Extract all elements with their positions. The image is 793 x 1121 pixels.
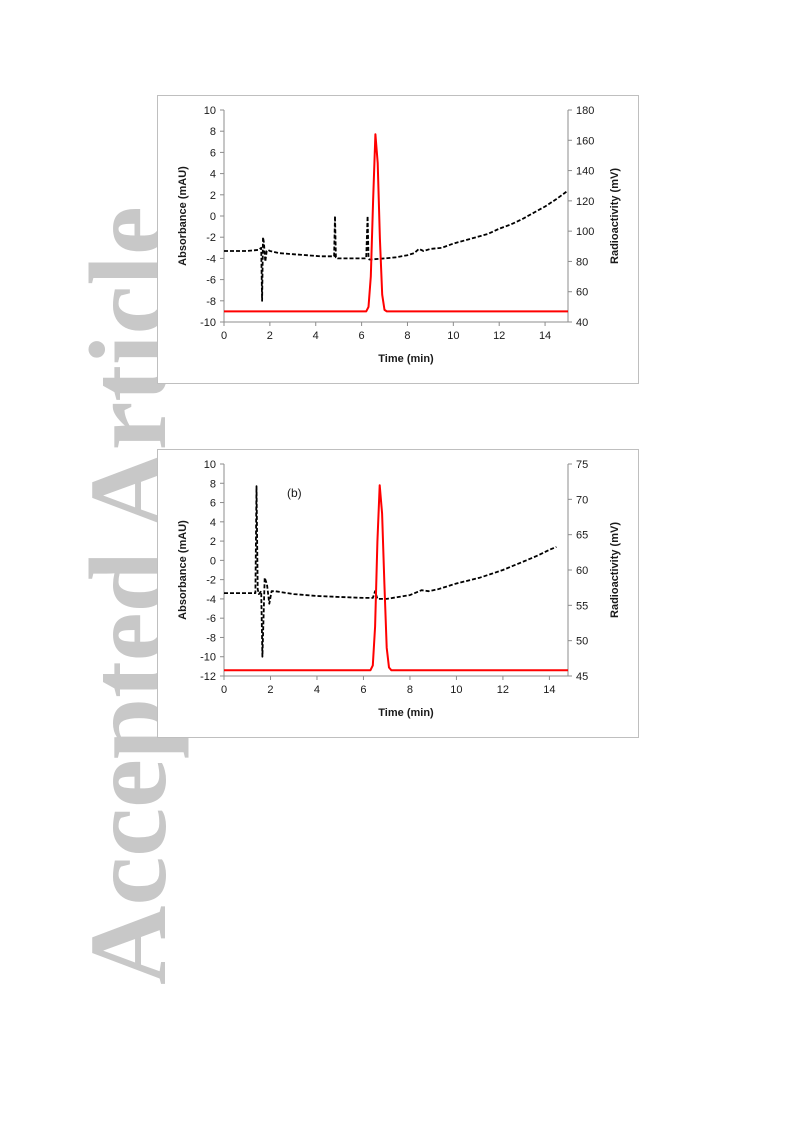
x-tick-label: 2 (267, 684, 273, 696)
chromatogram-a-plot: -10 -8 -6 -4 -2 0 2 4 6 8 10 40 60 80 100 120 140 160 180 0… (177, 105, 621, 365)
x-tick-label: 12 (497, 684, 509, 696)
y-tick-label: 0 (210, 555, 216, 567)
x-tick-label: 6 (359, 330, 365, 342)
y2-tick-label: 55 (576, 600, 588, 612)
y-tick-label: -12 (200, 671, 216, 683)
y2-tick-label: 40 (576, 317, 588, 329)
x-tick-label: 8 (407, 684, 413, 696)
x-tick-label: 10 (447, 330, 459, 342)
y-tick-label: 6 (210, 498, 216, 510)
chromatogram-a: -10 -8 -6 -4 -2 0 2 4 6 8 10 40 60 80 100 120 140 160 180 0… (157, 95, 639, 384)
x-tick-label: 2 (267, 330, 273, 342)
y-tick-label: -4 (206, 253, 216, 265)
absorbance-trace (224, 189, 569, 302)
y-tick-label: -2 (206, 232, 216, 244)
x-tick-label: 12 (493, 330, 505, 342)
y2-tick-label: 60 (576, 565, 588, 577)
y2-tick-label: 140 (576, 166, 594, 178)
y2-tick-label: 80 (576, 256, 588, 268)
y2-tick-label: 75 (576, 459, 588, 471)
y2-tick-label: 180 (576, 105, 594, 117)
y-axis-title: Absorbance (mAU) (177, 166, 189, 266)
x-tick-label: 0 (221, 330, 227, 342)
y2-tick-label: 70 (576, 494, 588, 506)
panel-label: (b) (287, 486, 302, 500)
y2-axis-title: Radioactivity (mV) (609, 522, 621, 618)
y-tick-label: 4 (210, 169, 216, 181)
y-tick-label: 0 (210, 211, 216, 223)
y-tick-label: -8 (206, 632, 216, 644)
y2-tick-label: 160 (576, 135, 594, 147)
chromatogram-b: -12 -10 -8 -6 -4 -2 0 2 4 6 8 10 45 50 55 60 65 70 75 0 2 4 6 8… (157, 449, 639, 738)
y-tick-label: -10 (200, 652, 216, 664)
y-tick-label: -8 (206, 296, 216, 308)
x-tick-label: 10 (450, 684, 462, 696)
y-tick-label: 8 (210, 126, 216, 138)
x-axis-title: Time (min) (378, 353, 434, 365)
chromatogram-b-plot: -12 -10 -8 -6 -4 -2 0 2 4 6 8 10 45 50 55 60 65 70 75 0 2 4 6 8… (177, 459, 621, 719)
x-axis-title: Time (min) (378, 707, 434, 719)
y-tick-label: 10 (204, 459, 216, 471)
y-tick-label: -2 (206, 575, 216, 587)
y-tick-label: 6 (210, 147, 216, 159)
x-tick-label: 8 (404, 330, 410, 342)
y-tick-label: -4 (206, 594, 216, 606)
x-tick-label: 14 (543, 684, 555, 696)
x-tick-label: 14 (539, 330, 551, 342)
y-tick-label: -10 (200, 317, 216, 329)
y-tick-label: 2 (210, 190, 216, 202)
y2-tick-label: 45 (576, 671, 588, 683)
y2-tick-label: 65 (576, 530, 588, 542)
x-tick-label: 0 (221, 684, 227, 696)
y2-tick-label: 60 (576, 287, 588, 299)
x-tick-label: 4 (313, 330, 319, 342)
y-axis-title: Absorbance (mAU) (177, 520, 189, 620)
y2-tick-label: 100 (576, 226, 594, 238)
radioactivity-trace (224, 133, 568, 313)
y-tick-label: 8 (210, 478, 216, 490)
y-tick-label: 4 (210, 517, 216, 529)
x-tick-label: 4 (314, 684, 320, 696)
y2-tick-label: 50 (576, 636, 588, 648)
y2-tick-label: 120 (576, 196, 594, 208)
y-tick-label: -6 (206, 275, 216, 287)
y-tick-label: 2 (210, 536, 216, 548)
x-tick-label: 6 (360, 684, 366, 696)
y2-axis-title: Radioactivity (mV) (609, 168, 621, 264)
absorbance-trace (224, 485, 557, 658)
y-tick-label: 10 (204, 105, 216, 117)
y-tick-label: -6 (206, 613, 216, 625)
radioactivity-trace (224, 484, 568, 672)
